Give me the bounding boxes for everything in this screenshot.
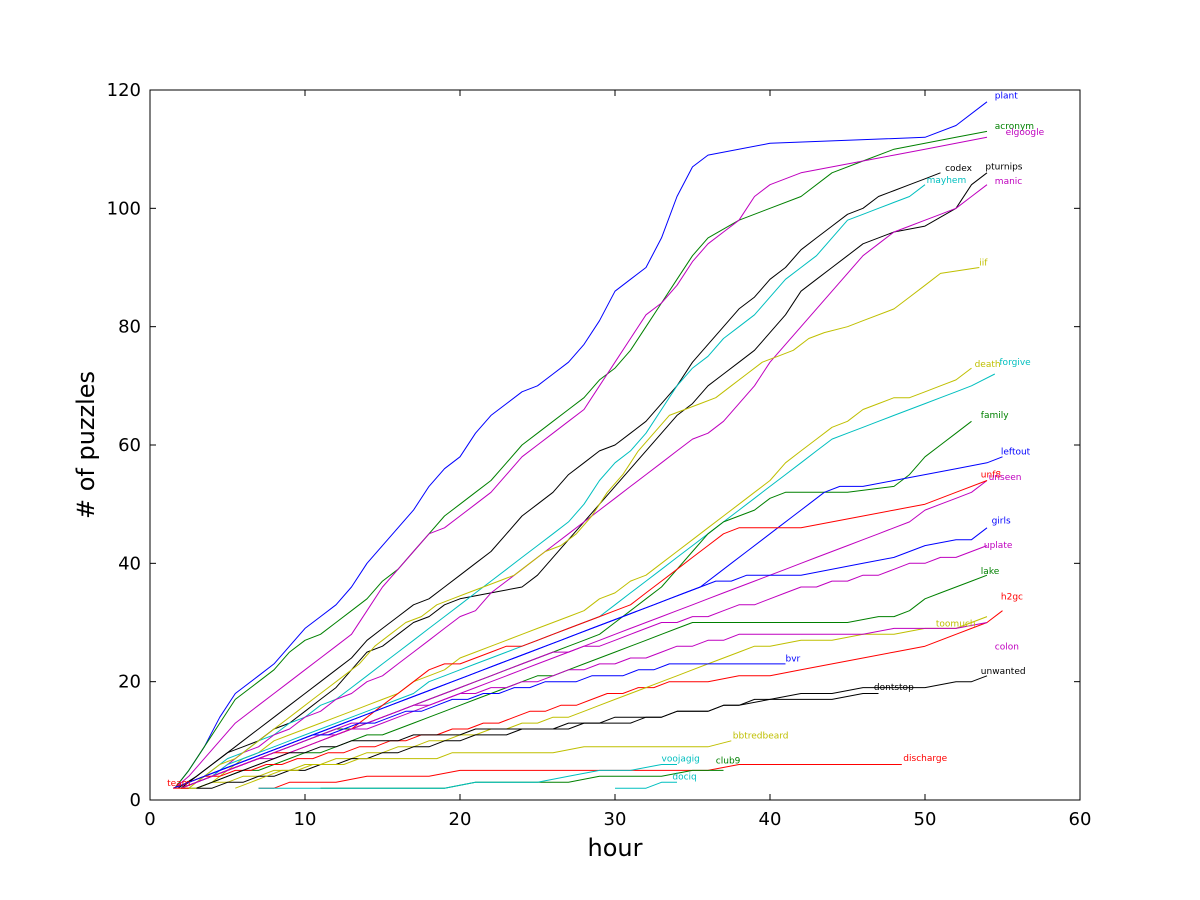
x-tick-label: 10 <box>294 809 317 830</box>
y-tick-label: 40 <box>118 553 141 574</box>
series-line-colon <box>180 622 988 789</box>
series-label-family: family <box>981 411 1009 421</box>
series-label-codex: codex <box>945 164 973 174</box>
y-tick-label: 100 <box>107 198 141 219</box>
x-tick-label: 50 <box>914 809 937 830</box>
y-axis-title: # of puzzles <box>72 371 100 519</box>
series-label-voojagig: voojagig <box>662 755 700 765</box>
series-label-plant: plant <box>995 91 1018 101</box>
series-line-acronym <box>174 130 988 789</box>
series-label-team: team <box>167 779 190 789</box>
y-tick-label: 0 <box>130 790 141 811</box>
series-line-voojagig <box>258 764 677 789</box>
series-label-club9: club9 <box>716 756 741 766</box>
series-line-h2gc <box>173 610 1003 789</box>
series-line-toomuch <box>181 616 988 789</box>
series-label-bvr: bvr <box>786 655 801 665</box>
series-label-uplate: uplate <box>984 541 1013 551</box>
series-line-death <box>196 367 972 789</box>
series-line-bvr <box>173 663 786 789</box>
series-label-acronym: acronym <box>995 122 1034 132</box>
series-label-girls: girls <box>992 517 1011 527</box>
series-label-colon: colon <box>995 643 1019 653</box>
y-tick-label: 120 <box>107 80 141 101</box>
series-label-unseen: unseen <box>989 473 1022 483</box>
series-label-unwanted: unwanted <box>981 667 1026 677</box>
series-line-elgoogle <box>174 136 988 789</box>
series-label-discharge: discharge <box>903 754 947 764</box>
y-tick-label: 60 <box>118 435 141 456</box>
y-tick-label: 20 <box>118 672 141 693</box>
series-label-unf8: unf8 <box>981 471 1002 481</box>
series-label-h2gc: h2gc <box>1001 592 1023 602</box>
series-label-dociq: dociq <box>672 772 696 782</box>
series-label-leftout: leftout <box>1001 448 1031 458</box>
series-label-toomuch: toomuch <box>936 620 976 630</box>
x-tick-label: 30 <box>604 809 627 830</box>
series-line-codex <box>177 172 941 789</box>
series-label-death: death <box>975 360 1001 370</box>
y-tick-label: 80 <box>118 317 141 338</box>
series-label-bbtredbeard: bbtredbeard <box>733 732 789 742</box>
series-label-pturnips: pturnips <box>985 162 1022 172</box>
x-tick-label: 0 <box>144 809 155 830</box>
series-line-iif <box>188 267 980 789</box>
series-line-uplate <box>180 545 988 789</box>
series-label-iif: iif <box>979 259 988 269</box>
series-line-plant <box>174 101 988 789</box>
series-label-forgive: forgive <box>999 358 1031 368</box>
series-label-manic: manic <box>995 177 1022 187</box>
x-tick-label: 60 <box>1069 809 1092 830</box>
axis-ticks: 0 10 20 30 40 50 60 0 20 40 60 80 100 120 <box>107 80 1092 830</box>
series-line-discharge <box>258 764 902 789</box>
series-line-pturnips <box>180 172 988 789</box>
series-line-dociq <box>615 781 677 789</box>
series-label-mayhem: mayhem <box>927 176 967 186</box>
series-line-manic <box>180 184 988 789</box>
x-tick-label: 40 <box>759 809 782 830</box>
series-line-lake <box>181 574 988 789</box>
series-label-elgoogle: elgoogle <box>1006 128 1045 138</box>
series-label-dontstop: dontstop <box>874 683 914 693</box>
series-line-dontstop <box>196 693 879 789</box>
series-line-bbtredbeard <box>235 740 732 789</box>
x-axis-title: hour <box>588 834 643 862</box>
x-tick-label: 20 <box>449 809 472 830</box>
series-label-lake: lake <box>981 567 1000 577</box>
series-layer <box>173 101 1003 789</box>
